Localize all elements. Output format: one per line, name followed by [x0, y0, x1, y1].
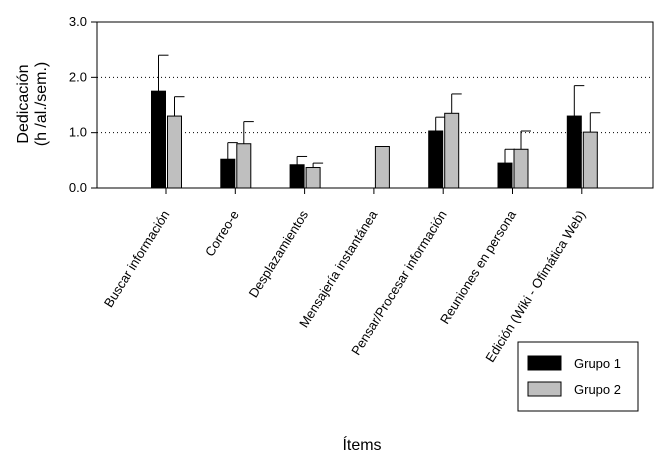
y-tick-label-2: 2.0: [69, 69, 87, 84]
legend-swatch-grupo-2: [527, 381, 562, 397]
y-tick-label-1: 1.0: [69, 125, 87, 140]
bar-s1-c1: [236, 143, 252, 189]
bar-s0-c2: [289, 164, 305, 189]
x-tick-label-3: Mensajería instantánea: [296, 207, 381, 330]
y-tick-label-3: 3.0: [69, 14, 87, 29]
bar-s0-c0: [151, 90, 166, 189]
bar-s1-c6: [582, 131, 598, 189]
y-axis-title-line-1: Dedicación: [15, 64, 32, 143]
x-axis-title: Ítems: [342, 435, 381, 454]
bar-s1-c2: [305, 167, 321, 189]
labels: 0.0 1.0 2.0 3.0 Buscar información Correo-e De…: [69, 14, 588, 365]
bars: [151, 54, 601, 189]
x-tick-label-1: Correo-e: [202, 208, 242, 259]
legend-frame: [517, 341, 639, 412]
bar-s1-c0: [167, 115, 182, 189]
legend: Grupo 1 Grupo 2: [517, 341, 639, 412]
bar-s0-c4: [428, 130, 444, 189]
y-axis-title-line-2: (h /al./sem.): [33, 62, 50, 146]
bar-s1-c4: [444, 112, 460, 189]
legend-swatch-grupo-1: [527, 355, 562, 371]
axes: [91, 21, 654, 194]
x-tick-label-0: Buscar información: [101, 208, 173, 310]
bar-s0-c1: [220, 158, 236, 189]
bar-s1-c5: [513, 148, 529, 189]
legend-label-grupo-1: Grupo 1: [574, 356, 621, 371]
bar-s0-c6: [566, 115, 582, 189]
y-tick-label-0: 0.0: [69, 180, 87, 195]
x-tick-label-2: Desplazamientos: [246, 207, 312, 300]
legend-label-grupo-2: Grupo 2: [574, 382, 621, 397]
plot-frame: [96, 21, 654, 189]
bar-s0-c5: [497, 162, 513, 189]
grid-lines: [97, 76, 653, 134]
x-tick-label-5: Reuniones en persona: [437, 207, 519, 327]
bar-s1-c3: [374, 146, 390, 189]
